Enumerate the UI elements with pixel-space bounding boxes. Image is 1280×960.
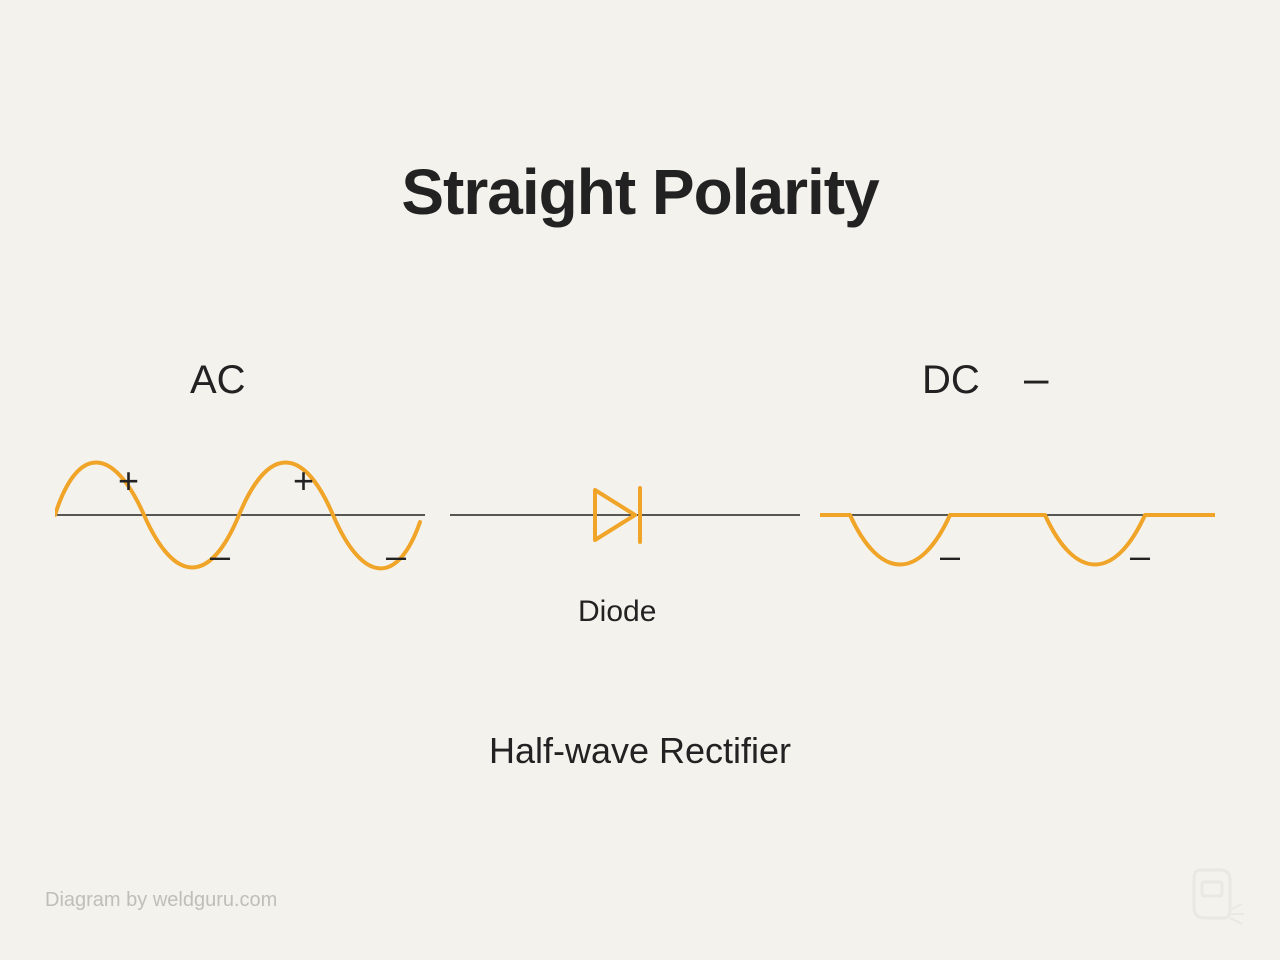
dc-waveform <box>820 430 1215 600</box>
ac-waveform <box>55 430 425 600</box>
dc-label: DC <box>922 358 980 403</box>
credit-text: Diagram by weldguru.com <box>45 889 277 912</box>
diode-label: Diode <box>578 595 656 629</box>
ac-minus-2: – <box>386 535 406 577</box>
dc-minus-2: – <box>1130 535 1150 577</box>
ac-label: AC <box>190 358 246 403</box>
dc-minus-1: – <box>940 535 960 577</box>
diode-symbol <box>450 470 800 560</box>
subtitle-label: Half-wave Rectifier <box>489 730 791 772</box>
brand-logo-icon <box>1180 860 1250 930</box>
page-title: Straight Polarity <box>401 155 878 229</box>
ac-plus-1: + <box>118 460 139 502</box>
ac-plus-2: + <box>293 460 314 502</box>
dc-sign-label: – <box>1024 354 1048 404</box>
ac-minus-1: – <box>210 535 230 577</box>
